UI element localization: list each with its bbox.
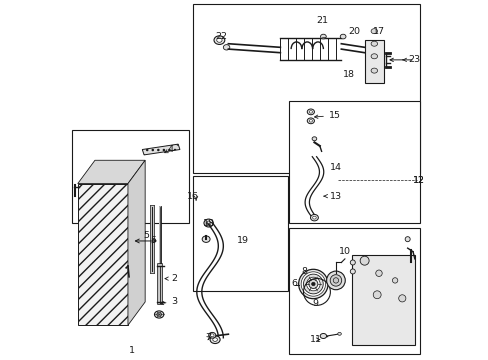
Ellipse shape — [370, 54, 377, 59]
Ellipse shape — [326, 271, 345, 290]
Ellipse shape — [216, 38, 222, 42]
Ellipse shape — [349, 269, 355, 274]
Text: 6: 6 — [291, 279, 297, 288]
Ellipse shape — [329, 275, 341, 286]
Bar — [72, 130, 188, 223]
Ellipse shape — [212, 338, 217, 341]
Text: 13: 13 — [324, 192, 341, 201]
Ellipse shape — [308, 120, 312, 122]
Ellipse shape — [206, 221, 210, 225]
Bar — [289, 228, 419, 354]
Ellipse shape — [306, 109, 314, 115]
Ellipse shape — [372, 291, 380, 299]
Ellipse shape — [360, 256, 368, 265]
Ellipse shape — [370, 68, 377, 73]
Polygon shape — [78, 184, 128, 325]
Ellipse shape — [398, 295, 405, 302]
Text: 17: 17 — [372, 27, 384, 36]
Ellipse shape — [301, 272, 325, 296]
Ellipse shape — [370, 41, 377, 46]
Ellipse shape — [340, 34, 346, 39]
Ellipse shape — [154, 311, 163, 318]
Bar — [192, 176, 287, 291]
Text: 5: 5 — [150, 237, 156, 246]
Ellipse shape — [214, 36, 224, 44]
Text: 3: 3 — [160, 297, 177, 306]
Text: 9: 9 — [312, 299, 318, 308]
Ellipse shape — [392, 278, 397, 283]
Ellipse shape — [298, 269, 327, 299]
Ellipse shape — [308, 111, 312, 113]
Polygon shape — [142, 144, 180, 155]
Text: 19: 19 — [236, 237, 248, 246]
Text: 15: 15 — [314, 111, 340, 120]
Ellipse shape — [349, 260, 355, 265]
Text: 12: 12 — [411, 176, 424, 185]
Ellipse shape — [333, 278, 338, 283]
Text: 8: 8 — [301, 267, 306, 276]
Ellipse shape — [337, 332, 341, 335]
Ellipse shape — [405, 237, 409, 242]
Ellipse shape — [370, 29, 377, 34]
Ellipse shape — [308, 279, 317, 288]
Text: 1: 1 — [128, 346, 134, 355]
Text: 7: 7 — [205, 333, 211, 342]
Ellipse shape — [312, 216, 316, 219]
Text: 22: 22 — [215, 32, 227, 41]
Text: 18: 18 — [342, 70, 354, 79]
Polygon shape — [128, 160, 145, 325]
Ellipse shape — [223, 45, 229, 50]
Text: 11: 11 — [309, 335, 322, 344]
Ellipse shape — [311, 282, 314, 286]
Ellipse shape — [310, 215, 318, 221]
Text: 20: 20 — [347, 27, 359, 36]
Text: 23: 23 — [402, 55, 420, 64]
Bar — [192, 4, 419, 173]
Text: 14: 14 — [329, 163, 341, 172]
Ellipse shape — [320, 333, 326, 338]
Ellipse shape — [157, 313, 161, 316]
Bar — [364, 40, 384, 83]
Ellipse shape — [375, 270, 382, 276]
Bar — [289, 101, 419, 223]
Ellipse shape — [306, 118, 314, 124]
Text: 5: 5 — [142, 231, 148, 240]
Ellipse shape — [210, 334, 214, 337]
Text: 18: 18 — [202, 219, 214, 228]
Ellipse shape — [306, 277, 320, 291]
Text: 10: 10 — [338, 247, 350, 256]
Ellipse shape — [203, 219, 213, 227]
Ellipse shape — [208, 332, 215, 338]
Text: 16: 16 — [187, 192, 199, 201]
Ellipse shape — [320, 34, 325, 39]
Text: 4: 4 — [164, 145, 174, 154]
Text: 21: 21 — [316, 16, 328, 25]
Text: 2: 2 — [164, 274, 177, 283]
Bar — [351, 255, 414, 345]
Polygon shape — [78, 160, 145, 184]
Ellipse shape — [311, 137, 316, 141]
Ellipse shape — [210, 336, 220, 343]
Ellipse shape — [202, 236, 210, 242]
Ellipse shape — [303, 274, 323, 294]
Text: 12: 12 — [411, 176, 424, 185]
